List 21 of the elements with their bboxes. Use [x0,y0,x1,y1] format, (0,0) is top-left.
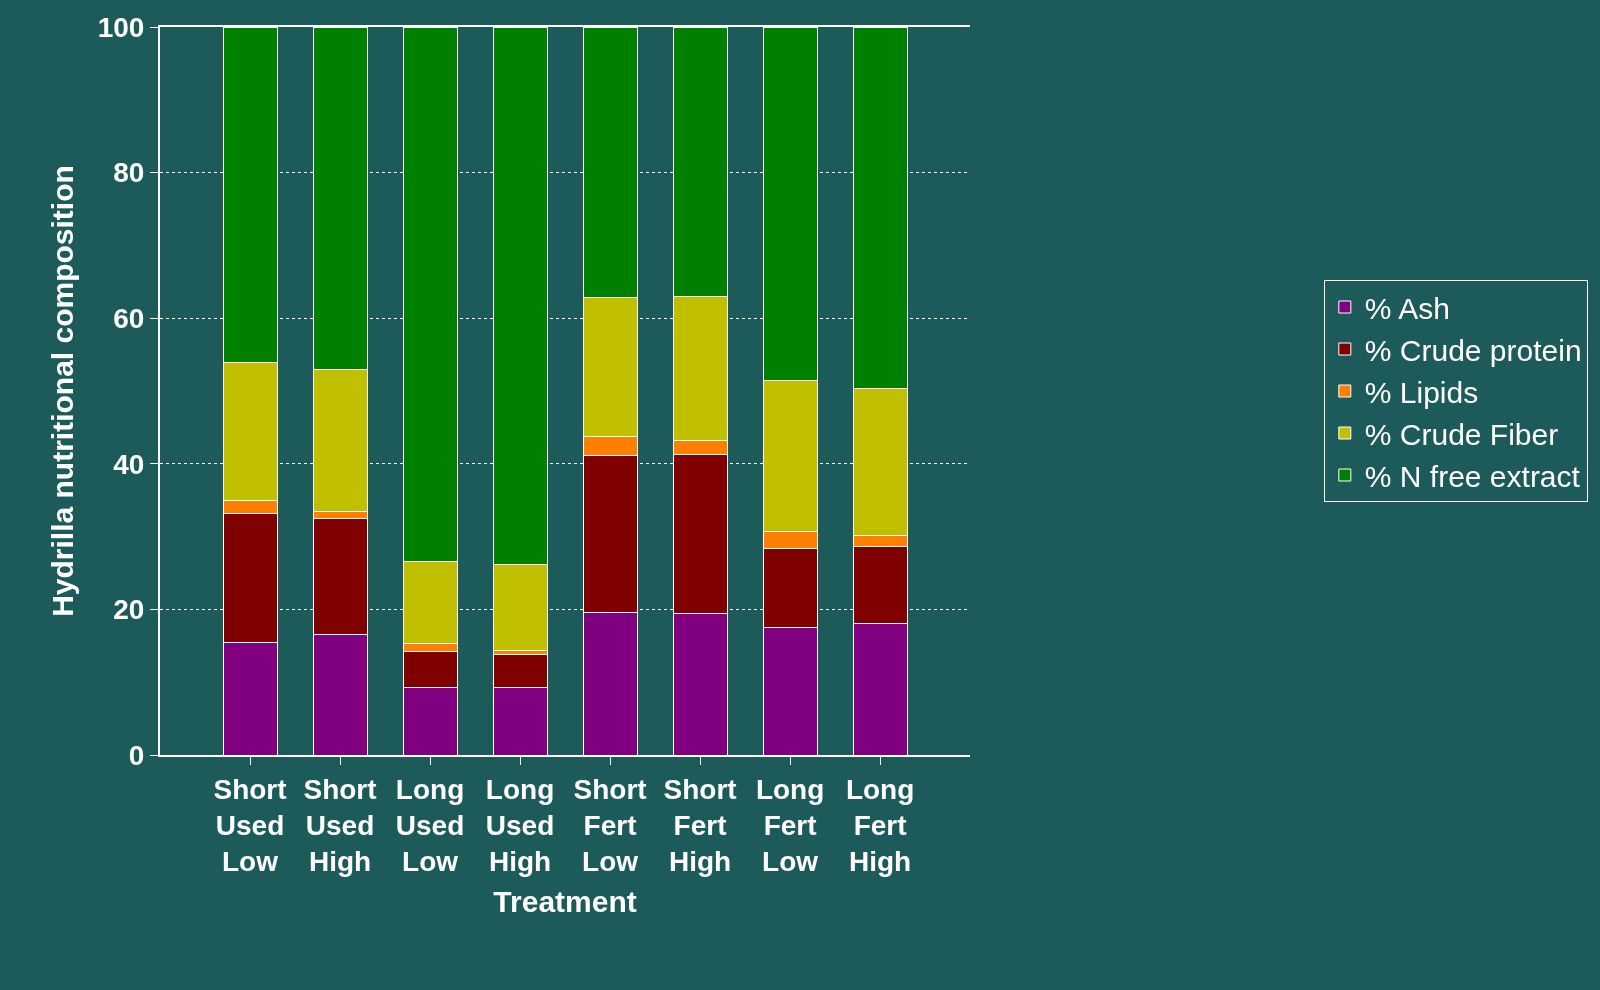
y-axis-title: Hydrilla nutritional composition [46,165,80,617]
x-axis-title: Treatment [493,885,637,919]
y-tick-label: 20 [113,594,145,626]
legend-label: % Lipids [1364,375,1479,409]
legend-label: % Crude protein [1364,333,1582,367]
x-tick-label: Short Fert High [663,773,737,878]
x-tick-label: Long Fert High [845,773,915,878]
legend-label: % Ash [1364,291,1450,325]
x-tick-label: Short Used Low [213,773,287,878]
y-tick-label: 100 [97,11,145,43]
legend-label: % N free extract [1364,459,1581,493]
y-tick-label: 60 [113,303,145,334]
x-tick-label: Long Used High [485,773,555,878]
x-tick-label: Short Fert Low [573,773,647,878]
legend-label: % Crude Fiber [1364,417,1559,451]
x-tick-label: Long Fert Low [755,773,825,878]
x-tick-label: Long Used Low [395,773,465,878]
y-tick-label: 40 [113,448,145,480]
x-tick-label: Short Used High [303,773,377,878]
y-tick-label: 0 [128,739,145,771]
y-tick-label: 80 [113,157,145,189]
